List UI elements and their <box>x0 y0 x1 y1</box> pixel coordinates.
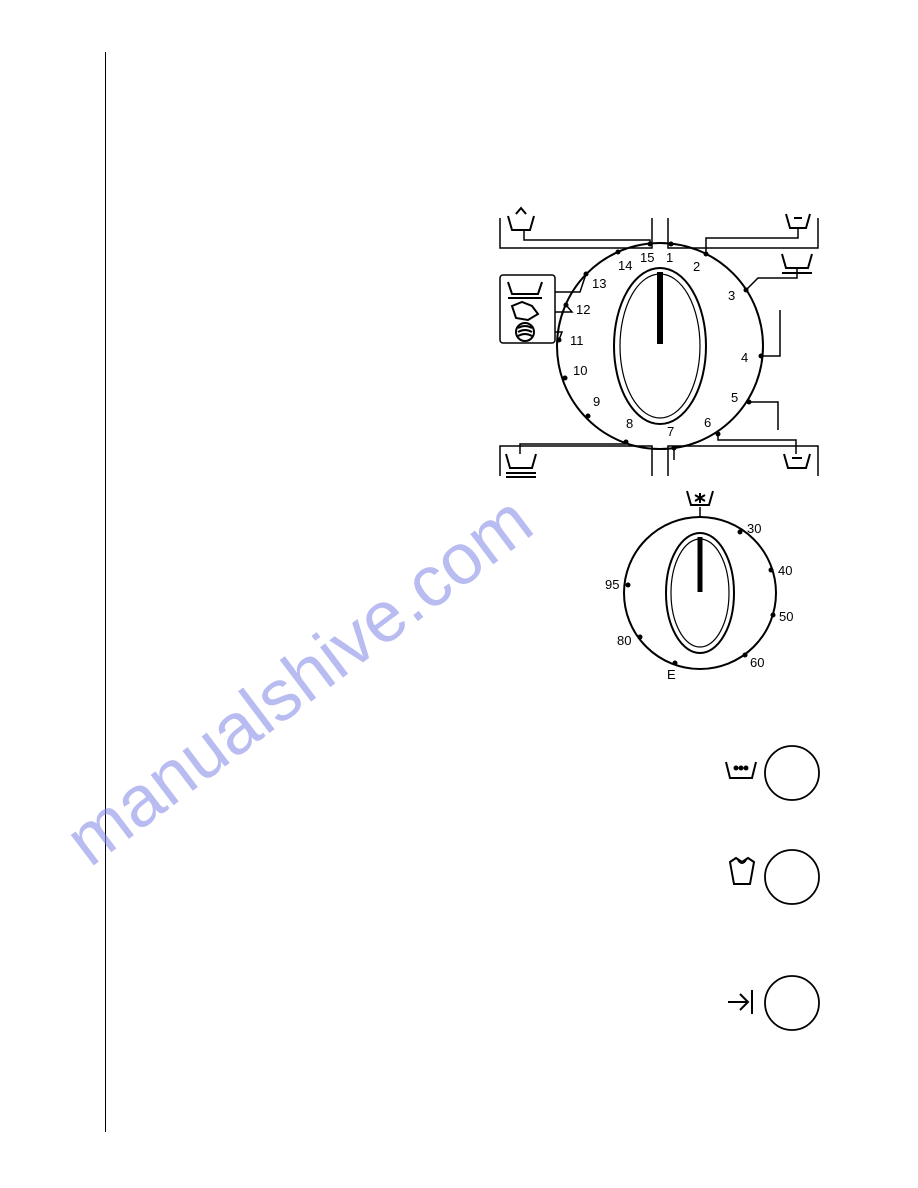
program-dial-svg: 1 2 3 4 5 6 7 8 9 10 11 12 13 14 15 <box>480 200 840 500</box>
hand-icon <box>512 302 538 320</box>
rinse-hold-button-svg <box>720 974 830 1034</box>
prewash-button-row <box>720 744 830 804</box>
svg-text:6: 6 <box>704 415 711 430</box>
program-dial-diagram: 1 2 3 4 5 6 7 8 9 10 11 12 13 14 15 <box>480 200 840 500</box>
svg-text:95: 95 <box>605 577 619 592</box>
wash-single-icon <box>786 214 810 228</box>
temperature-dial-svg: 30 40 50 60 E 80 95 <box>595 485 805 700</box>
svg-text:10: 10 <box>573 363 587 378</box>
quick-wash-button-svg <box>720 848 830 908</box>
left-margin-rule <box>105 52 106 1132</box>
rinse-hold-icon <box>728 990 752 1014</box>
left-box-icons <box>508 282 542 341</box>
rinse-hold-button[interactable] <box>765 976 819 1030</box>
temp-dial-knob[interactable] <box>666 533 734 653</box>
prewash-button[interactable] <box>765 746 819 800</box>
cold-wash-icon <box>687 491 713 505</box>
svg-text:4: 4 <box>741 350 748 365</box>
prewash-icon <box>508 208 534 230</box>
svg-text:3: 3 <box>728 288 735 303</box>
wash-basin-icon <box>508 282 542 298</box>
svg-text:2: 2 <box>693 259 700 274</box>
quick-wash-button-row <box>720 848 830 908</box>
svg-text:50: 50 <box>779 609 793 624</box>
prewash-button-svg <box>720 744 830 804</box>
basin-dots-icon <box>726 762 756 778</box>
manual-page: manualshive.com <box>0 0 918 1188</box>
svg-text:40: 40 <box>778 563 792 578</box>
svg-text:14: 14 <box>618 258 632 273</box>
svg-text:7: 7 <box>667 424 674 439</box>
svg-text:5: 5 <box>731 390 738 405</box>
svg-text:12: 12 <box>576 302 590 317</box>
temperature-dial-diagram: 30 40 50 60 E 80 95 <box>595 485 805 700</box>
watermark-text: manualshive.com <box>51 479 548 882</box>
svg-text:15: 15 <box>640 250 654 265</box>
svg-text:8: 8 <box>626 416 633 431</box>
shirt-icon <box>730 858 754 884</box>
quick-wash-button[interactable] <box>765 850 819 904</box>
rinse-hold-button-row <box>720 974 830 1034</box>
svg-text:11: 11 <box>570 333 584 348</box>
svg-text:80: 80 <box>617 633 631 648</box>
svg-text:60: 60 <box>750 655 764 670</box>
wool-icon <box>516 323 534 341</box>
wash-single-icon <box>784 454 810 468</box>
program-dial-knob[interactable] <box>614 268 706 424</box>
svg-text:1: 1 <box>666 250 673 265</box>
wash-extra-icon <box>506 454 536 477</box>
svg-text:13: 13 <box>592 276 606 291</box>
svg-text:9: 9 <box>593 394 600 409</box>
svg-text:30: 30 <box>747 521 761 536</box>
svg-text:E: E <box>667 667 676 682</box>
